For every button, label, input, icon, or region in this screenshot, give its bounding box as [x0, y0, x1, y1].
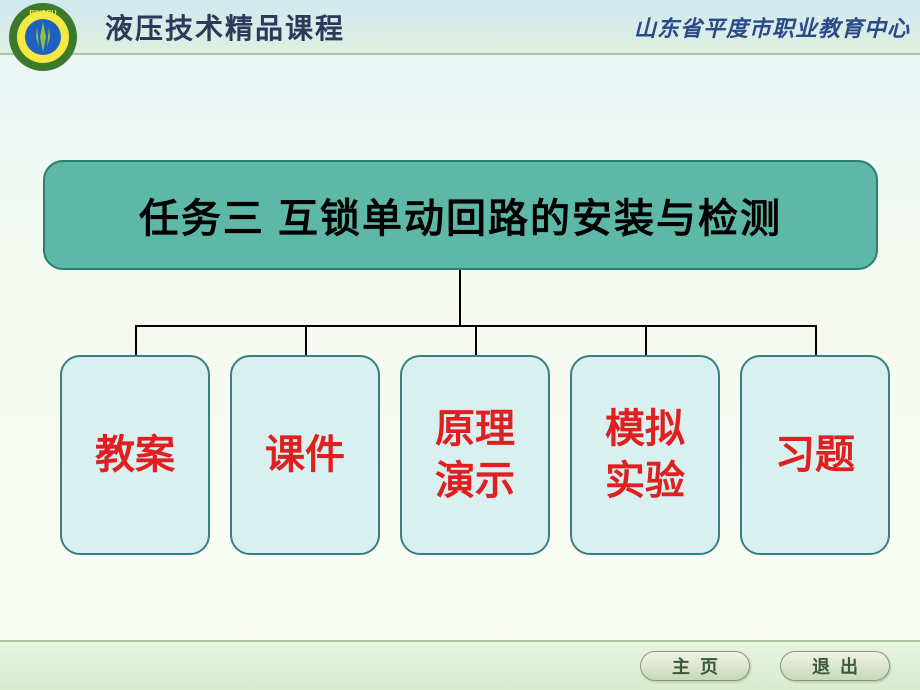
connector-sub-3 — [645, 325, 647, 355]
diagram-area: 任务三 互锁单动回路的安装与检测 教案 课件 原理演示 模拟实验 习题 — [0, 55, 920, 110]
connector-main-vertical — [459, 270, 461, 325]
svg-text:PINGDU: PINGDU — [29, 10, 56, 17]
task-title-text: 任务三 互锁单动回路的安装与检测 — [139, 186, 782, 244]
sub-text-2: 原理演示 — [435, 403, 515, 507]
exit-button[interactable]: 退出 — [780, 651, 890, 681]
course-title: 液压技术精品课程 — [105, 7, 345, 47]
sub-box-4[interactable]: 习题 — [740, 355, 890, 555]
sub-text-4: 习题 — [775, 429, 855, 481]
sub-text-1: 课件 — [265, 429, 345, 481]
institution-name: 山东省平度市职业教育中心 — [634, 11, 910, 43]
header-bar: 液压技术精品课程 山东省平度市职业教育中心 — [0, 0, 920, 55]
connector-sub-4 — [815, 325, 817, 355]
sub-box-1[interactable]: 课件 — [230, 355, 380, 555]
home-button[interactable]: 主页 — [640, 651, 750, 681]
connector-sub-2 — [475, 325, 477, 355]
sub-text-3: 模拟实验 — [605, 403, 685, 507]
sub-box-0[interactable]: 教案 — [60, 355, 210, 555]
sub-box-3[interactable]: 模拟实验 — [570, 355, 720, 555]
connector-sub-1 — [305, 325, 307, 355]
connector-sub-0 — [135, 325, 137, 355]
school-logo: PINGDU — [8, 2, 78, 72]
sub-text-0: 教案 — [95, 429, 175, 481]
task-title-box: 任务三 互锁单动回路的安装与检测 — [43, 160, 878, 270]
footer-bar: 主页 退出 — [0, 640, 920, 690]
sub-box-2[interactable]: 原理演示 — [400, 355, 550, 555]
